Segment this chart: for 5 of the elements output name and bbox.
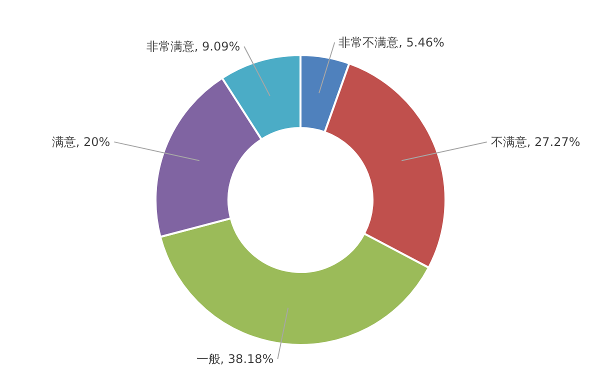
slice-label: 不满意, 27.27% [490, 134, 580, 149]
slice-label: 满意, 20% [52, 134, 110, 149]
slice-label: 非常不满意, 5.46% [338, 35, 444, 50]
slice-label: 一般, 38.18% [196, 352, 274, 366]
slice-label: 非常满意, 9.09% [146, 39, 240, 54]
